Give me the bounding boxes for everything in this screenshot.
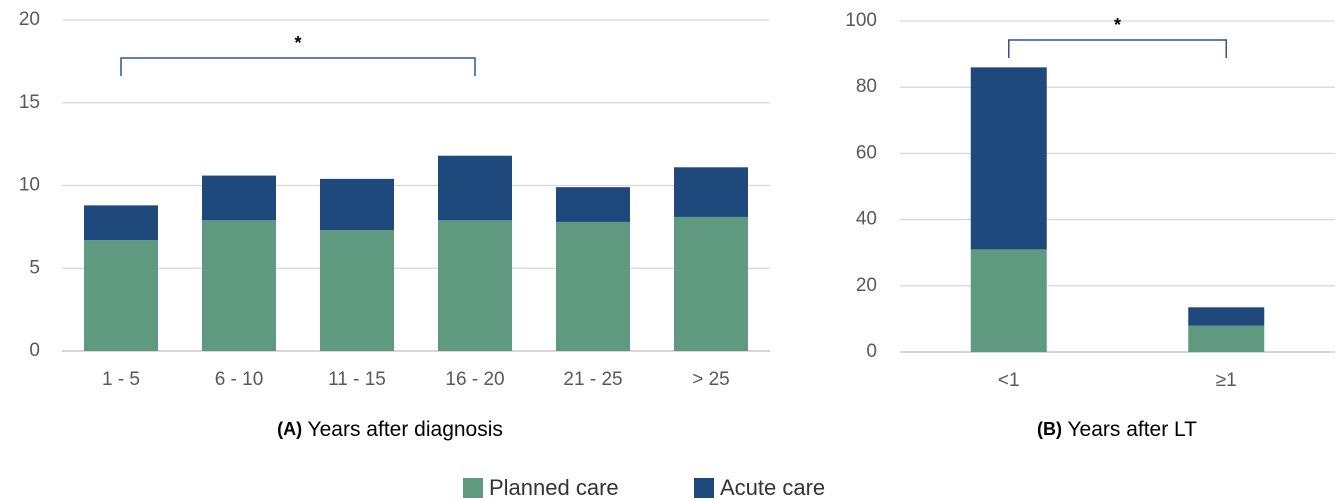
y-tick-label: 0	[29, 340, 40, 361]
x-tick-label: 1 - 5	[102, 369, 140, 390]
y-tick-label: 10	[19, 175, 40, 196]
y-tick-label: 20	[856, 275, 877, 296]
y-tick-label: 40	[856, 209, 877, 230]
bar-segment	[674, 167, 748, 217]
x-tick-label: 6 - 10	[215, 369, 264, 390]
x-axis-title: Years after LT	[1067, 418, 1197, 441]
bar-segment	[970, 249, 1047, 352]
y-tick-label: 80	[856, 76, 877, 97]
y-tick-label: 0	[866, 341, 877, 362]
bar-segment	[320, 178, 394, 231]
bar-segment	[1188, 325, 1265, 352]
x-tick-label: 11 - 15	[328, 369, 386, 390]
legend-label: Planned care	[489, 475, 619, 500]
significance-bracket	[120, 57, 476, 76]
bar-segment	[970, 67, 1047, 250]
x-tick-label: 16 - 20	[445, 369, 504, 390]
panel-label: (A)	[277, 419, 302, 439]
significance-bracket	[1008, 39, 1227, 58]
bar-segment	[84, 205, 158, 241]
y-tick-label: 60	[856, 142, 877, 163]
x-tick-label: <1	[998, 370, 1020, 391]
y-tick-label: 5	[29, 257, 40, 278]
y-tick-label: 15	[19, 92, 40, 113]
bar-segment	[438, 155, 512, 221]
x-tick-label: 21 - 25	[563, 369, 622, 390]
bar-segment	[320, 230, 394, 351]
x-tick-label: > 25	[692, 369, 730, 390]
bar-segment	[438, 220, 512, 351]
bar-segment	[84, 240, 158, 351]
panel-label: (B)	[1037, 419, 1062, 439]
bar-segment	[556, 221, 630, 351]
bar-segment	[1188, 307, 1265, 326]
bar-segment	[202, 175, 276, 221]
significance-marker: *	[1114, 15, 1121, 35]
bar-segment	[202, 220, 276, 351]
legend-swatch	[463, 478, 483, 498]
bar-segment	[556, 187, 630, 222]
y-tick-label: 20	[19, 9, 40, 30]
x-tick-label: ≥1	[1216, 370, 1237, 391]
legend-label: Acute care	[720, 475, 825, 500]
x-axis-label: (A) Years after diagnosis	[277, 418, 503, 441]
y-tick-label: 100	[845, 10, 877, 31]
x-axis-title: Years after diagnosis	[308, 418, 503, 441]
significance-marker: *	[294, 33, 301, 53]
bar-segment	[674, 216, 748, 351]
x-axis-label: (B) Years after LT	[1037, 418, 1197, 441]
legend-swatch	[694, 478, 714, 498]
